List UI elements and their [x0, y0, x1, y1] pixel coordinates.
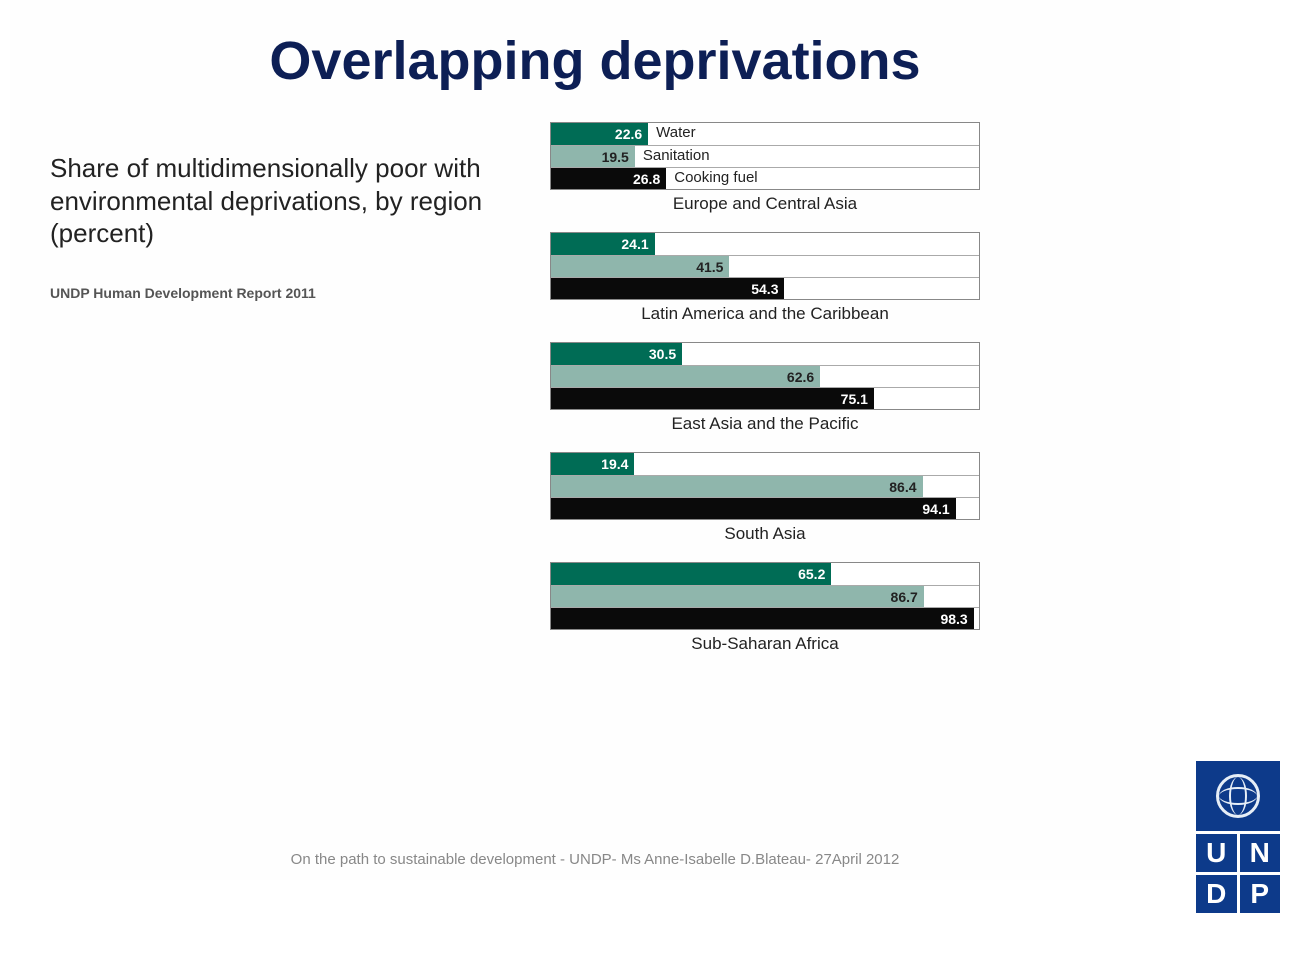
chart-area: 22.6 Water 19.5 Sanitation 26.8 Cooking fuel E… — [550, 122, 1080, 672]
chart-subtitle: Share of multidimensionally poor with en… — [50, 152, 520, 250]
bar-row: 54.3 — [551, 277, 979, 299]
bar-row: 62.6 — [551, 365, 979, 387]
left-column: Share of multidimensionally poor with en… — [50, 122, 520, 672]
bar-row: 22.6 Water — [551, 123, 979, 145]
logo-letter-u: U — [1196, 834, 1237, 872]
region-name: East Asia and the Pacific — [550, 414, 980, 434]
region-name: Europe and Central Asia — [550, 194, 980, 214]
slide: Overlapping deprivations Share of multid… — [10, 0, 1180, 880]
bar-fill-water: 22.6 — [551, 123, 648, 145]
logo-letter-n: N — [1240, 834, 1281, 872]
bar-fill-fuel: 75.1 — [551, 388, 874, 409]
region-block: 24.141.554.3 Latin America and the Caribb… — [550, 232, 1080, 324]
bar-row: 94.1 — [551, 497, 979, 519]
bar-group: 65.286.798.3 — [550, 562, 980, 630]
bar-row: 41.5 — [551, 255, 979, 277]
slide-footer: On the path to sustainable development -… — [10, 851, 1180, 868]
bar-fill-sanitation: 86.7 — [551, 586, 924, 607]
undp-logo: UNDP — [1196, 761, 1280, 913]
bar-fill-sanitation: 41.5 — [551, 256, 729, 277]
bar-group: 19.486.494.1 — [550, 452, 980, 520]
bar-row: 65.2 — [551, 563, 979, 585]
bar-fill-sanitation: 86.4 — [551, 476, 923, 497]
bar-fill-water: 19.4 — [551, 453, 634, 475]
bar-fill-sanitation: 62.6 — [551, 366, 820, 387]
bar-fill-fuel: 98.3 — [551, 608, 974, 629]
bar-row: 86.4 — [551, 475, 979, 497]
bar-fill-water: 65.2 — [551, 563, 831, 585]
bar-group: 22.6 Water 19.5 Sanitation 26.8 Cooking fuel — [550, 122, 980, 190]
bar-group: 24.141.554.3 — [550, 232, 980, 300]
bar-row: 24.1 — [551, 233, 979, 255]
logo-letter-p: P — [1240, 875, 1281, 913]
region-block: 65.286.798.3 Sub-Saharan Africa — [550, 562, 1080, 654]
bar-fill-sanitation: 19.5 — [551, 146, 635, 167]
legend-label-fuel: Cooking fuel — [674, 169, 757, 186]
region-block: 22.6 Water 19.5 Sanitation 26.8 Cooking fuel E… — [550, 122, 1080, 214]
source-citation: UNDP Human Development Report 2011 — [50, 285, 520, 301]
globe-icon — [1196, 761, 1280, 831]
bar-row: 30.5 — [551, 343, 979, 365]
legend-label-water: Water — [656, 124, 695, 141]
bar-row: 19.5 Sanitation — [551, 145, 979, 167]
bar-row: 26.8 Cooking fuel — [551, 167, 979, 189]
region-name: South Asia — [550, 524, 980, 544]
page-title: Overlapping deprivations — [50, 30, 1140, 92]
bar-group: 30.562.675.1 — [550, 342, 980, 410]
bar-fill-fuel: 94.1 — [551, 498, 956, 519]
bar-row: 98.3 — [551, 607, 979, 629]
legend-label-sanitation: Sanitation — [643, 147, 710, 164]
region-name: Latin America and the Caribbean — [550, 304, 980, 324]
bar-row: 19.4 — [551, 453, 979, 475]
region-block: 30.562.675.1 East Asia and the Pacific — [550, 342, 1080, 434]
bar-fill-fuel: 26.8 — [551, 168, 666, 189]
logo-letter-d: D — [1196, 875, 1237, 913]
bar-fill-fuel: 54.3 — [551, 278, 784, 299]
bar-row: 86.7 — [551, 585, 979, 607]
region-name: Sub-Saharan Africa — [550, 634, 980, 654]
region-block: 19.486.494.1 South Asia — [550, 452, 1080, 544]
content-row: Share of multidimensionally poor with en… — [50, 122, 1140, 672]
bar-fill-water: 24.1 — [551, 233, 655, 255]
undp-letters: UNDP — [1196, 834, 1280, 913]
bar-row: 75.1 — [551, 387, 979, 409]
bar-fill-water: 30.5 — [551, 343, 682, 365]
